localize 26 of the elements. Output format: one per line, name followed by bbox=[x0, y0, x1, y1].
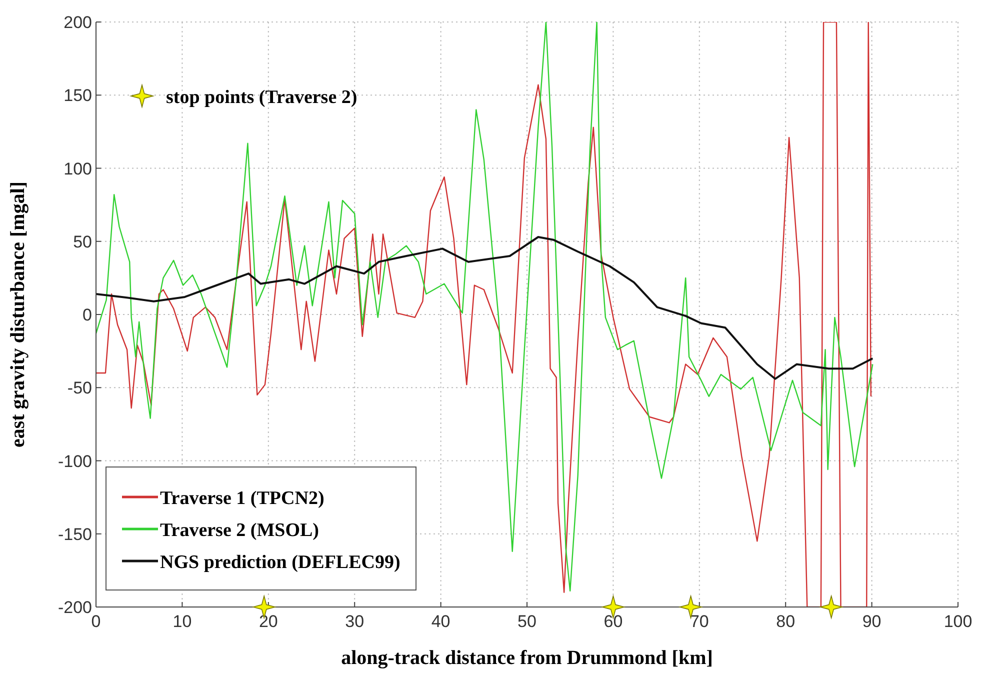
y-tick-label: 200 bbox=[64, 13, 92, 32]
y-tick-label: 50 bbox=[73, 232, 92, 252]
x-axis-title: along-track distance from Drummond [km] bbox=[341, 647, 713, 669]
y-tick-label: 100 bbox=[64, 159, 92, 178]
y-tick-label: -150 bbox=[58, 524, 92, 544]
y-tick-label: -200 bbox=[58, 598, 92, 617]
legend-label: Traverse 2 (MSOL) bbox=[160, 520, 319, 541]
x-tick-label: 20 bbox=[258, 612, 278, 631]
x-tick-label: 60 bbox=[604, 612, 623, 631]
x-tick-label: 10 bbox=[172, 612, 192, 631]
legend-label: stop points (Traverse 2) bbox=[166, 87, 358, 108]
y-tick-label: -100 bbox=[58, 452, 92, 471]
y-axis-title: east gravity disturbance [mgal] bbox=[7, 181, 29, 448]
line-series bbox=[96, 236, 874, 380]
x-tick-label: 90 bbox=[862, 612, 882, 631]
x-tick-label: 50 bbox=[518, 612, 536, 631]
y-tick-label: 0 bbox=[82, 306, 92, 324]
x-tick-label: 70 bbox=[690, 612, 709, 631]
legend-label: NGS prediction (DEFLEC99) bbox=[160, 552, 400, 573]
x-tick-label: 80 bbox=[776, 612, 796, 631]
x-tick-label: 40 bbox=[431, 612, 450, 631]
x-tick-label: 30 bbox=[345, 612, 364, 631]
legend-label: Traverse 1 (TPCN2) bbox=[160, 488, 324, 509]
y-tick-label: 150 bbox=[64, 86, 92, 106]
x-tick-label: 100 bbox=[944, 612, 972, 631]
y-tick-label: -50 bbox=[67, 378, 92, 398]
